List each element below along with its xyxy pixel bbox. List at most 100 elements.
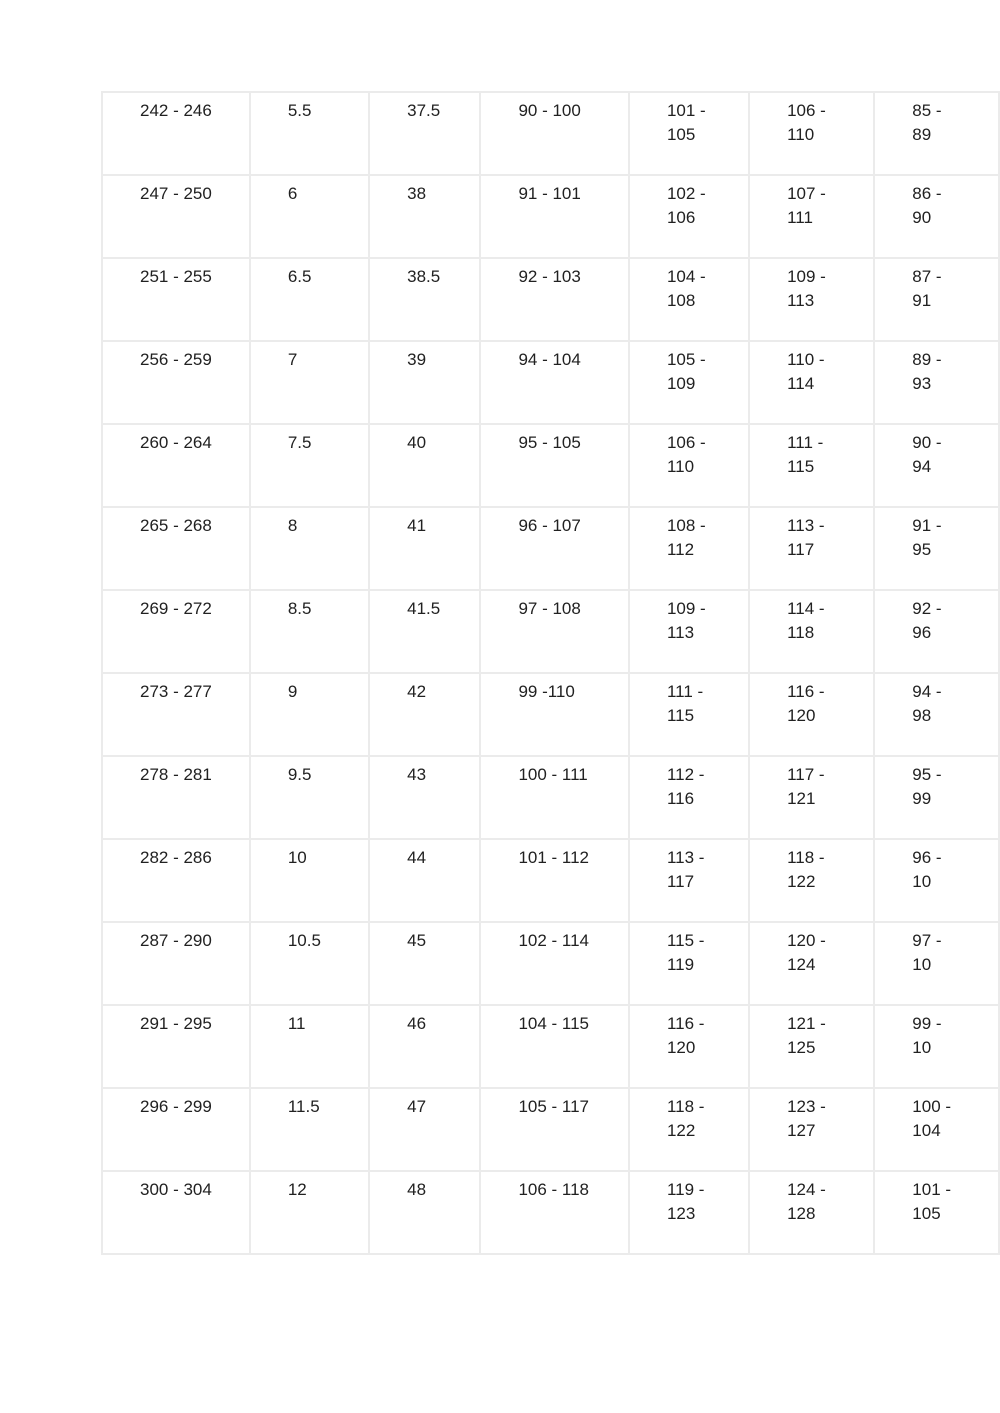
table-cell: 109 - 113 <box>748 257 876 342</box>
table-cell: 97 - 108 <box>479 589 630 674</box>
table-row: 269 - 272 8.5 41.5 97 - 108 109 - 113 114 - 1… <box>101 589 1000 674</box>
table-cell: 251 - 255 <box>101 257 251 342</box>
table-cell: 115 - 119 <box>627 921 751 1006</box>
table-cell: 101 - 112 <box>479 838 630 923</box>
table-cell: 113 - 117 <box>627 838 751 923</box>
table-cell: 106 - 110 <box>748 91 876 176</box>
table-cell: 94 - 98 <box>873 672 1000 757</box>
table-cell: 109 - 113 <box>627 589 751 674</box>
table-cell: 110 - 114 <box>748 340 876 425</box>
table-cell: 104 - 115 <box>479 1004 630 1089</box>
table-cell: 106 - 110 <box>627 423 751 508</box>
table-cell: 45 <box>368 921 482 1006</box>
table-cell: 6.5 <box>248 257 371 342</box>
table-cell: 46 <box>368 1004 482 1089</box>
table-cell: 47 <box>368 1087 482 1172</box>
table-cell: 86 - 90 <box>873 174 1000 259</box>
table-cell: 118 - 122 <box>748 838 876 923</box>
table-row: 260 - 264 7.5 40 95 - 105 106 - 110 111 - 115… <box>101 423 1000 508</box>
table-cell: 111 - 115 <box>748 423 876 508</box>
table-cell: 124 - 128 <box>748 1170 876 1255</box>
table-cell: 101 - 105 <box>627 91 751 176</box>
table-cell: 6 <box>248 174 371 259</box>
table-cell: 90 - 94 <box>873 423 1000 508</box>
table-cell: 116 - 120 <box>748 672 876 757</box>
table-cell: 10 <box>248 838 371 923</box>
table-row: 247 - 250 6 38 91 - 101 102 - 106 107 - 111 86… <box>101 174 1000 259</box>
table-cell: 5.5 <box>248 91 371 176</box>
table-cell: 296 - 299 <box>101 1087 251 1172</box>
table-cell: 92 - 96 <box>873 589 1000 674</box>
table-cell: 107 - 111 <box>748 174 876 259</box>
table-cell: 100 - 111 <box>479 755 630 840</box>
table-row: 300 - 304 12 48 106 - 118 119 - 123 124 - 128… <box>101 1170 1000 1255</box>
table-cell: 10.5 <box>248 921 371 1006</box>
table-cell: 291 - 295 <box>101 1004 251 1089</box>
table-cell: 41.5 <box>368 589 482 674</box>
table-cell: 87 - 91 <box>873 257 1000 342</box>
table-cell: 108 - 112 <box>627 506 751 591</box>
table-cell: 85 - 89 <box>873 91 1000 176</box>
table-cell: 38 <box>368 174 482 259</box>
table-cell: 37.5 <box>368 91 482 176</box>
table-cell: 95 - 99 <box>873 755 1000 840</box>
table-cell: 11 <box>248 1004 371 1089</box>
table-cell: 260 - 264 <box>101 423 251 508</box>
table-cell: 7 <box>248 340 371 425</box>
table-cell: 287 - 290 <box>101 921 251 1006</box>
table-cell: 97 - 10 <box>873 921 1000 1006</box>
table-cell: 96 - 107 <box>479 506 630 591</box>
table-row: 251 - 255 6.5 38.5 92 - 103 104 - 108 109 - 1… <box>101 257 1000 342</box>
table-cell: 42 <box>368 672 482 757</box>
table-cell: 105 - 117 <box>479 1087 630 1172</box>
table-cell: 94 - 104 <box>479 340 630 425</box>
table-cell: 265 - 268 <box>101 506 251 591</box>
table-cell: 8.5 <box>248 589 371 674</box>
table-row: 291 - 295 11 46 104 - 115 116 - 120 121 - 125… <box>101 1004 1000 1089</box>
table-row: 282 - 286 10 44 101 - 112 113 - 117 118 - 122… <box>101 838 1000 923</box>
table-container: 242 - 246 5.5 37.5 90 - 100 101 - 105 106 - 1… <box>101 91 1000 1255</box>
table-cell: 278 - 281 <box>101 755 251 840</box>
table-cell: 119 - 123 <box>627 1170 751 1255</box>
table-cell: 112 - 116 <box>627 755 751 840</box>
table-row: 242 - 246 5.5 37.5 90 - 100 101 - 105 106 - 1… <box>101 91 1000 176</box>
table-row: 296 - 299 11.5 47 105 - 117 118 - 122 123 - 1… <box>101 1087 1000 1172</box>
table-row: 273 - 277 9 42 99 -110 111 - 115 116 - 120 94 … <box>101 672 1000 757</box>
table-cell: 105 - 109 <box>627 340 751 425</box>
table-cell: 269 - 272 <box>101 589 251 674</box>
table-cell: 12 <box>248 1170 371 1255</box>
table-cell: 113 - 117 <box>748 506 876 591</box>
table-cell: 273 - 277 <box>101 672 251 757</box>
table-cell: 91 - 101 <box>479 174 630 259</box>
table-cell: 117 - 121 <box>748 755 876 840</box>
table-cell: 43 <box>368 755 482 840</box>
table-cell: 118 - 122 <box>627 1087 751 1172</box>
table-cell: 9 <box>248 672 371 757</box>
table-row: 265 - 268 8 41 96 - 107 108 - 112 113 - 117 91… <box>101 506 1000 591</box>
table-cell: 123 - 127 <box>748 1087 876 1172</box>
table-cell: 300 - 304 <box>101 1170 251 1255</box>
table-cell: 7.5 <box>248 423 371 508</box>
table-cell: 102 - 106 <box>627 174 751 259</box>
table-cell: 89 - 93 <box>873 340 1000 425</box>
table-cell: 282 - 286 <box>101 838 251 923</box>
table-cell: 92 - 103 <box>479 257 630 342</box>
table-cell: 40 <box>368 423 482 508</box>
table-cell: 100 - 104 <box>873 1087 1000 1172</box>
table-cell: 99 - 10 <box>873 1004 1000 1089</box>
table-cell: 111 - 115 <box>627 672 751 757</box>
table-row: 278 - 281 9.5 43 100 - 111 112 - 116 117 - 12… <box>101 755 1000 840</box>
table-cell: 96 - 10 <box>873 838 1000 923</box>
table-cell: 104 - 108 <box>627 257 751 342</box>
table-cell: 39 <box>368 340 482 425</box>
table-cell: 102 - 114 <box>479 921 630 1006</box>
table-cell: 91 - 95 <box>873 506 1000 591</box>
table-cell: 256 - 259 <box>101 340 251 425</box>
table-cell: 95 - 105 <box>479 423 630 508</box>
table-cell: 48 <box>368 1170 482 1255</box>
table-cell: 99 -110 <box>479 672 630 757</box>
table-cell: 106 - 118 <box>479 1170 630 1255</box>
table-cell: 120 - 124 <box>748 921 876 1006</box>
table-cell: 121 - 125 <box>748 1004 876 1089</box>
